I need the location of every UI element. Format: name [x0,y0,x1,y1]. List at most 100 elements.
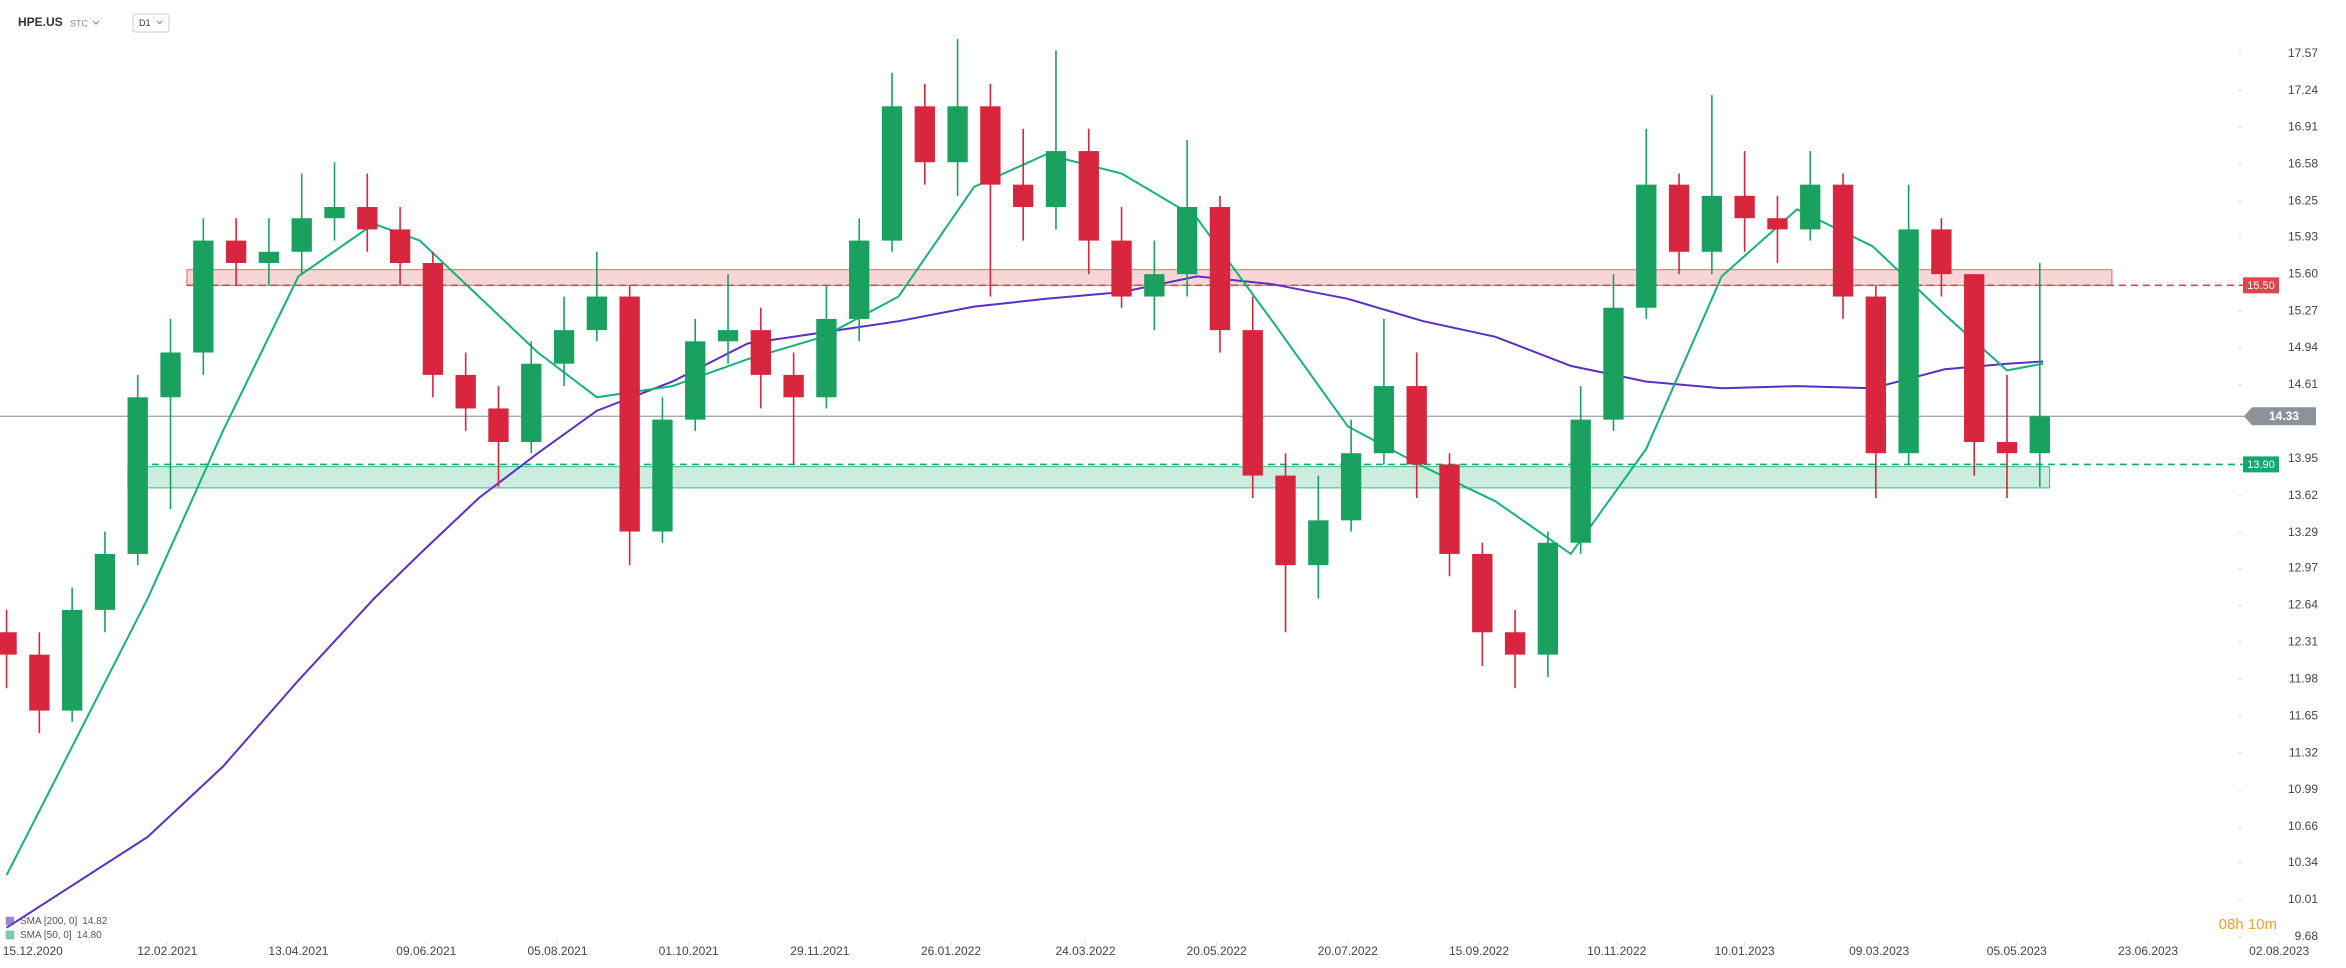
sma-line [6,275,2044,929]
candle-body [1603,307,1624,420]
candle-body [258,251,280,263]
candle-body [586,296,608,331]
x-tick-label: 05.05.2023 [1987,944,2047,958]
x-tick-label: 20.07.2022 [1318,944,1378,958]
x-tick-label: 24.03.2022 [1055,944,1115,958]
legend-name: SMA [50, 0] [20,930,72,941]
y-tick-label: 15.27 [2288,303,2318,317]
candle-body [1013,184,1034,208]
candle-body [1308,520,1329,566]
x-tick-label: 20.05.2022 [1187,944,1247,958]
x-tick-label: 13.04.2021 [268,944,328,958]
candle-body [127,397,148,554]
candle-body [94,553,116,610]
candle-body [357,207,378,230]
candle-body [1800,184,1821,230]
candle-body [1144,274,1165,297]
candle-body [717,330,739,342]
candle-body [652,419,673,532]
candle-body [619,296,640,532]
y-tick-label: 16.91 [2288,120,2318,134]
y-tick-label: 10.01 [2288,892,2318,906]
candle-body [553,330,575,364]
candle-body [1734,195,1755,219]
legend-name: SMA [200, 0] [20,916,77,927]
interval: D1 [139,18,151,28]
y-tick-label: 13.95 [2288,451,2318,465]
legend-entry: SMA [200, 0] 14.82 [20,916,108,927]
y-tick-label: 10.34 [2288,855,2318,869]
legend-swatch [5,916,15,926]
candle-body [1537,542,1559,655]
candle-body [947,106,968,163]
candle-body [816,318,837,398]
candle-body [1636,184,1657,308]
level-label: 15.50 [2247,280,2275,292]
candle-body [291,218,312,252]
interval-chevron [156,20,163,25]
candle-body [422,262,444,375]
candle-body [914,106,935,163]
candle-body [225,240,247,263]
y-tick-label: 12.64 [2288,598,2318,612]
candle-body [750,330,771,375]
y-tick-label: 13.62 [2288,488,2318,502]
x-tick-label: 09.06.2021 [396,944,456,958]
x-tick-label: 26.01.2022 [921,944,981,958]
candle-body [0,632,17,655]
legend-value: 14.80 [77,930,102,941]
candle-body [1373,386,1395,454]
candle-body [29,654,50,711]
candle-body [389,229,411,263]
legend-value: 14.82 [82,916,107,927]
x-tick-label: 15.09.2022 [1449,944,1509,958]
y-tick-label: 16.25 [2288,194,2318,208]
y-tick-label: 14.94 [2288,340,2318,354]
y-tick-label: 12.31 [2288,635,2318,649]
countdown-timer: 08h 10m [2219,916,2277,933]
y-tick-label: 14.61 [2288,377,2318,391]
y-tick-label: 9.68 [2295,929,2319,943]
candle-body [1964,274,1985,443]
candle-body [849,240,870,319]
interval-box[interactable] [132,13,170,33]
candle-body [1996,442,2018,454]
level-badge [2243,456,2279,473]
candle-body [1340,453,1362,521]
y-tick-label: 13.29 [2288,525,2318,539]
candle-body [1931,229,1952,275]
candle-body [193,240,214,353]
candle-body [324,207,345,219]
candle-body [455,374,476,409]
x-tick-label: 12.02.2021 [137,944,197,958]
x-tick-label: 23.06.2023 [2118,944,2178,958]
level-badge [2243,277,2279,294]
last-price-badge [2244,407,2316,426]
legend-swatch [5,930,15,940]
candle-body [1045,151,1067,208]
x-tick-label: 29.11.2021 [790,944,849,958]
y-tick-label: 17.24 [2288,83,2318,97]
last-price-label: 14.33 [2269,409,2299,423]
candle-body [1701,195,1723,252]
candle-body [2029,416,2050,454]
y-tick-label: 16.58 [2288,157,2318,171]
market-chevron[interactable] [92,20,100,25]
candle-body [1439,464,1460,554]
candle-body [1209,207,1231,331]
y-tick-label: 10.99 [2288,782,2318,796]
candle-body [685,341,706,420]
x-tick-label: 10.11.2022 [1587,944,1646,958]
symbol[interactable]: HPE.US [18,15,63,29]
y-tick-label: 11.32 [2289,745,2318,759]
candle-body [488,408,509,443]
y-tick-label: 11.98 [2289,671,2318,685]
market: STC [70,18,89,28]
x-tick-label: 15.12.2020 [3,944,63,958]
candle-body [521,363,542,443]
x-tick-label: 01.10.2021 [659,944,719,958]
plot-area [0,39,2244,929]
level-label: 13.90 [2247,459,2275,471]
candle-body [61,609,83,711]
